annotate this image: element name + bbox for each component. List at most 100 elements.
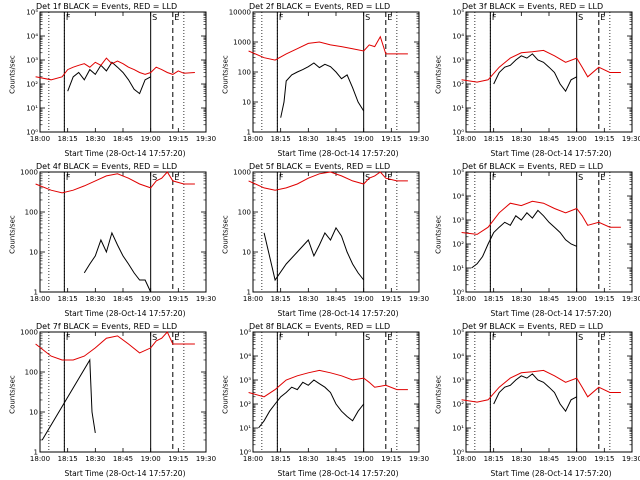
- x-tick-label: 19:30: [196, 135, 216, 143]
- x-tick-label: 19:30: [622, 135, 640, 143]
- y-tick-label: 10⁴: [452, 33, 464, 41]
- marker-label: F: [66, 13, 71, 22]
- x-tick-label: 19:00: [567, 135, 587, 143]
- lld-series-line: [35, 57, 195, 81]
- x-tick-label: 18:30: [298, 295, 318, 303]
- y-tick-label: 10⁵: [452, 169, 464, 177]
- x-tick-label: 19:15: [594, 295, 614, 303]
- x-tick-label: 19:30: [196, 295, 216, 303]
- y-tick-label: 10⁵: [452, 329, 464, 337]
- panel-title: Det 4f BLACK = Events, RED = LLD: [36, 162, 178, 171]
- marker-label: S: [365, 333, 370, 342]
- marker-label: S: [152, 173, 157, 182]
- x-tick-label: 18:45: [326, 295, 346, 303]
- events-series-line: [258, 379, 365, 429]
- y-tick-label: 10⁴: [452, 353, 464, 361]
- x-tick-label: 19:15: [381, 135, 401, 143]
- y-tick-label: 10¹: [452, 425, 464, 433]
- lld-series-line: [35, 171, 195, 194]
- marker-label: F: [279, 173, 284, 182]
- y-tick-label: 1: [34, 289, 38, 297]
- marker-label: E: [600, 333, 605, 342]
- marker-label: E: [174, 333, 179, 342]
- x-tick-label: 18:00: [456, 295, 476, 303]
- y-tick-label: 1000: [20, 329, 38, 337]
- detector-panel: 18:00 18:15 18:30 18:45 19:00 19:15 19:30 10⁰ 10…: [0, 0, 217, 160]
- events-series-line: [41, 358, 96, 441]
- events-series-line: [83, 231, 152, 293]
- plot-frame: [465, 331, 633, 453]
- plot-svg: 18:00 18:15 18:30 18:45 19:00 19:15 19:30 10⁰ 10…: [452, 169, 640, 304]
- y-tick-label: 10¹: [452, 265, 464, 273]
- y-tick-label: 100: [238, 209, 251, 217]
- y-tick-label: 10¹: [239, 425, 251, 433]
- y-tick-label: 10²: [452, 81, 464, 89]
- x-tick-label: 19:00: [567, 455, 587, 463]
- x-tick-label: 18:30: [298, 455, 318, 463]
- lld-series-line: [461, 49, 621, 83]
- detector-panel: 18:00 18:15 18:30 18:45 19:00 19:15 19:30 10⁰ 10…: [426, 160, 640, 320]
- marker-label: F: [492, 13, 497, 22]
- y-tick-label: 10⁴: [239, 353, 251, 361]
- lld-series-line: [248, 369, 408, 398]
- lld-series-line: [461, 200, 621, 235]
- detector-panel: 18:00 18:15 18:30 18:45 19:00 19:15 19:30 10⁰ 10…: [426, 320, 640, 480]
- y-tick-label: 10⁵: [26, 9, 38, 17]
- y-tick-label: 100: [238, 69, 251, 77]
- x-tick-label: 19:15: [168, 295, 188, 303]
- x-tick-label: 19:00: [354, 455, 374, 463]
- x-tick-label: 18:45: [539, 135, 559, 143]
- detector-panel: 18:00 18:15 18:30 18:45 19:00 19:15 19:30 10⁰ 10…: [426, 0, 640, 160]
- panel-title: Det 5f BLACK = Events, RED = LLD: [249, 162, 391, 171]
- x-tick-label: 18:45: [326, 135, 346, 143]
- plot-svg: 18:00 18:15 18:30 18:45 19:00 19:15 19:30 1 10 10…: [233, 169, 429, 304]
- y-axis-title: Counts/sec: [434, 215, 443, 254]
- marker-label: E: [174, 13, 179, 22]
- plot-svg: 18:00 18:15 18:30 18:45 19:00 19:15 19:30 10⁰ 10…: [452, 9, 640, 144]
- x-tick-label: 18:15: [271, 295, 291, 303]
- x-tick-label: 19:00: [354, 295, 374, 303]
- x-tick-label: 18:15: [484, 295, 504, 303]
- x-tick-label: 18:30: [511, 135, 531, 143]
- plot-frame: [39, 331, 207, 453]
- marker-label: F: [66, 333, 71, 342]
- panel-title: Det 9f BLACK = Events, RED = LLD: [462, 322, 604, 331]
- detector-panel: 18:00 18:15 18:30 18:45 19:00 19:15 19:30 1 10 10…: [0, 160, 217, 320]
- x-tick-label: 18:30: [85, 295, 105, 303]
- x-tick-label: 18:30: [511, 295, 531, 303]
- detector-panel: 18:00 18:15 18:30 18:45 19:00 19:15 19:30 1 10 10…: [213, 160, 430, 320]
- events-series-line: [471, 209, 577, 269]
- x-tick-label: 19:15: [381, 455, 401, 463]
- y-axis-title: Counts/sec: [221, 375, 230, 414]
- y-tick-label: 10²: [452, 241, 464, 249]
- y-tick-label: 10³: [452, 217, 464, 225]
- y-axis-title: Counts/sec: [8, 55, 17, 94]
- x-tick-label: 18:30: [511, 455, 531, 463]
- x-tick-label: 18:15: [271, 455, 291, 463]
- plot-svg: 18:00 18:15 18:30 18:45 19:00 19:15 19:30 1 10 10…: [20, 169, 216, 304]
- x-axis-title: Start Time (28-Oct-14 17:57:20): [277, 309, 399, 318]
- x-tick-label: 18:00: [30, 455, 50, 463]
- y-tick-label: 100: [25, 369, 38, 377]
- events-series-line: [493, 373, 577, 413]
- plot-frame: [252, 331, 420, 453]
- x-axis-title: Start Time (28-Oct-14 17:57:20): [277, 469, 399, 478]
- events-series-line: [493, 53, 577, 93]
- x-axis-title: Start Time (28-Oct-14 17:57:20): [64, 469, 186, 478]
- plot-frame: [39, 171, 207, 293]
- y-axis-title: Counts/sec: [221, 215, 230, 254]
- lld-series-line: [461, 369, 621, 403]
- y-axis-title: Counts/sec: [434, 55, 443, 94]
- x-tick-label: 18:45: [539, 455, 559, 463]
- marker-label: S: [152, 333, 157, 342]
- detector-panel: 18:00 18:15 18:30 18:45 19:00 19:15 19:30 1 10 10…: [213, 0, 430, 160]
- panel-title: Det 6f BLACK = Events, RED = LLD: [462, 162, 604, 171]
- y-tick-label: 1000: [233, 169, 251, 177]
- x-tick-label: 18:00: [30, 295, 50, 303]
- plot-svg: 18:00 18:15 18:30 18:45 19:00 19:15 19:30 1 10 10…: [229, 9, 429, 144]
- y-tick-label: 10³: [26, 57, 38, 65]
- x-tick-label: 19:00: [567, 295, 587, 303]
- x-axis-title: Start Time (28-Oct-14 17:57:20): [277, 149, 399, 158]
- events-series-line: [67, 61, 151, 95]
